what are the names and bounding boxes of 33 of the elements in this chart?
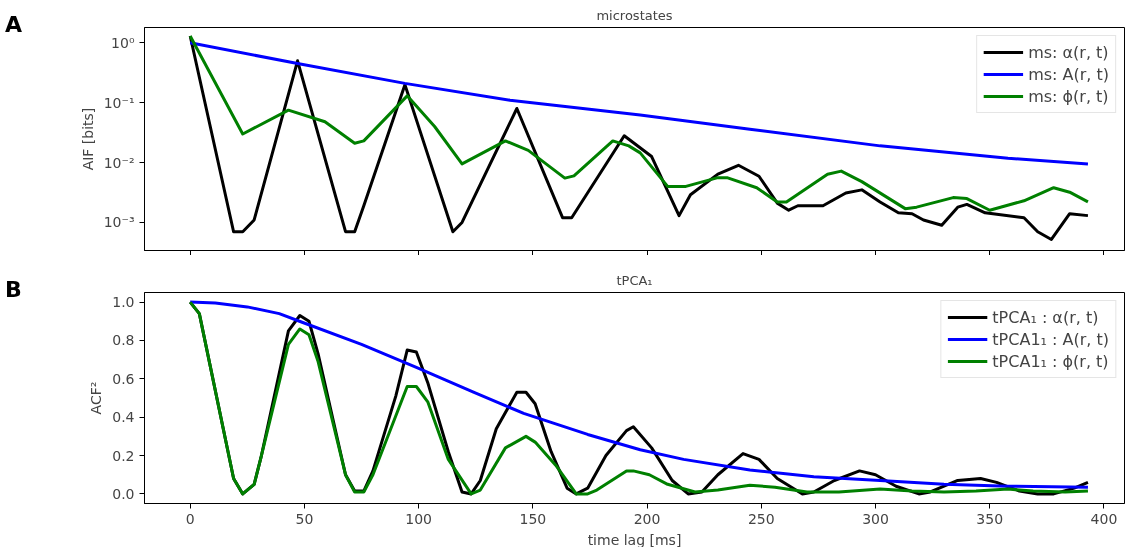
x-tick-label: 350 [976,510,1004,527]
y-tick-label: 0.8 [112,332,135,349]
x-tick-label: 200 [633,510,661,527]
x-tick-label: 150 [519,510,547,527]
legend-label: tPCA1₁ : A(r, t) [992,329,1109,349]
x-tick-label: 100 [405,510,432,527]
x-tick-label: 250 [747,510,775,527]
chart-title: tPCA₁ [616,272,653,288]
x-tick-label: 400 [1090,510,1118,527]
y-tick-label: 0.0 [112,485,135,502]
legend-label: ms: ϕ(r, t) [1028,86,1109,106]
legend-label: tPCA₁ : α(r, t) [992,307,1099,327]
y-tick-label: 0.2 [112,447,135,464]
x-axis-title: time lag [ms] [587,531,682,547]
y-axis-title: ACF² [88,381,105,415]
y-tick-label: 10⁻³ [103,214,135,231]
y-tick-label: 10⁰ [111,34,135,51]
y-tick-label: 0.4 [112,409,135,426]
text: A [5,11,23,39]
y-axis-title: AIF [bits] [79,107,96,171]
legend-label: ms: α(r, t) [1028,42,1109,62]
y-tick-label: 10⁻¹ [103,94,135,111]
y-tick-label: 0.6 [112,370,135,387]
y-tick-label: 10⁻² [103,154,135,171]
chart-title: microstates [596,7,673,23]
line-series [188,41,1090,166]
legend-label: tPCA1₁ : ϕ(r, t) [992,351,1109,371]
text: B [5,276,22,304]
x-tick-label: 50 [295,510,314,527]
legend-label: ms: A(r, t) [1028,64,1109,84]
y-tick-label: 1.0 [112,294,135,311]
x-tick-label: 0 [185,510,195,527]
x-tick-label: 300 [862,510,889,527]
